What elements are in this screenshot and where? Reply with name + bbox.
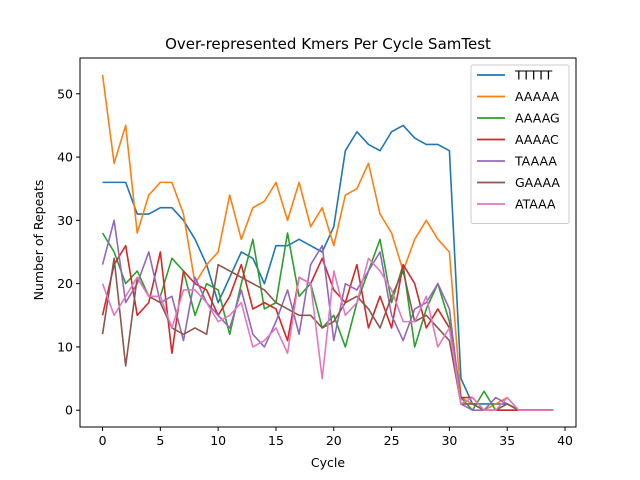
legend-label-aaaac: AAAAC [515, 132, 559, 147]
x-tick-label: 15 [268, 433, 284, 448]
legend: TTTTT AAAAA AAAAG AAAAC TAAAA GAAAA ATAAA [470, 64, 570, 224]
y-tick-label: 0 [65, 403, 73, 418]
legend-label-gaaaa: GAAAA [515, 175, 560, 190]
y-axis-label: Number of Repeats [31, 180, 46, 301]
series-line-ataaa [101, 257, 554, 412]
series-layer [101, 74, 554, 412]
legend-label-ataaa: ATAAA [515, 197, 556, 212]
series-line-taaaa [101, 219, 554, 412]
y-tick-label: 50 [57, 86, 73, 101]
x-tick-label: 5 [156, 433, 164, 448]
y-tick-label: 30 [57, 213, 73, 228]
y-axis: 0 10 20 30 40 50 [57, 86, 80, 418]
x-tick-label: 40 [557, 433, 573, 448]
plot-area-frame [79, 57, 577, 428]
chart-title: Over-represented Kmers Per Cycle SamTest [165, 35, 491, 53]
legend-box [470, 64, 570, 224]
x-axis: 0 5 10 15 20 25 30 35 40 [99, 427, 573, 448]
y-tick-label: 20 [57, 276, 73, 291]
y-tick-label: 10 [57, 339, 73, 354]
y-tick-label: 40 [57, 150, 73, 165]
x-tick-label: 20 [326, 433, 342, 448]
x-axis-label: Cycle [311, 455, 345, 470]
legend-label-ttttt: TTTTT [514, 68, 553, 83]
x-tick-label: 35 [499, 433, 515, 448]
legend-label-taaaa: TAAAA [514, 154, 557, 169]
legend-label-aaaaa: AAAAA [515, 89, 560, 104]
x-tick-label: 0 [99, 433, 107, 448]
x-tick-label: 30 [441, 433, 457, 448]
x-tick-label: 10 [210, 433, 226, 448]
x-tick-label: 25 [384, 433, 400, 448]
legend-label-aaaag: AAAAG [515, 111, 560, 126]
